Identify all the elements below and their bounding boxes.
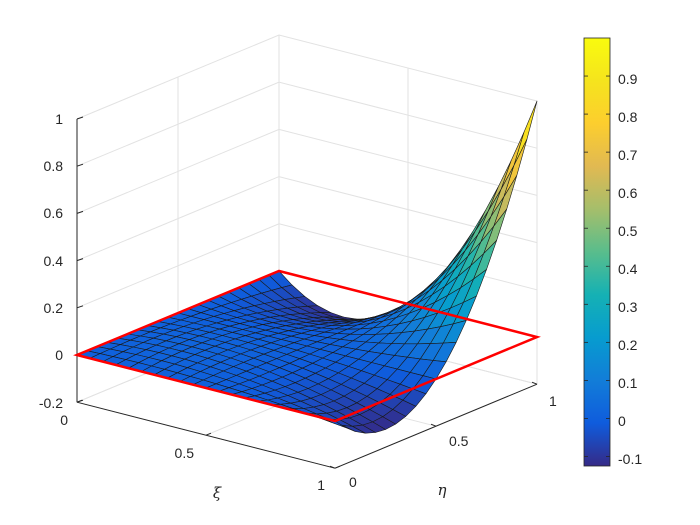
z-tick-mark — [76, 258, 84, 262]
y-tick-mark — [531, 381, 538, 385]
colorbar-tick-label: 0.7 — [618, 147, 638, 163]
y-tick-mark — [430, 423, 437, 427]
z-tick-label: 0 — [55, 347, 63, 363]
surface-axes: -0.2 0 0.2 0.4 0.6 0.8 1 0 0.5 1 0 0.5 1… — [39, 34, 557, 502]
y-tick-label: 0 — [349, 474, 357, 490]
colorbar-tick-label: 0.1 — [618, 375, 638, 391]
x-tick-mark — [76, 399, 83, 403]
z-tick-label: 0.6 — [44, 205, 64, 221]
colorbar-tick-label: 0 — [618, 413, 626, 429]
y-axis-tick-labels: 0 0.5 1 — [349, 393, 557, 490]
x-tick-mark — [334, 465, 341, 469]
colorbar-tick-label: 0.5 — [618, 223, 638, 239]
x-tick-label: 0.5 — [175, 445, 195, 461]
y-tick-label: 0.5 — [449, 433, 469, 449]
x-tick-label: 1 — [317, 477, 325, 493]
x-tick-mark — [205, 432, 212, 436]
y-tick-label: 1 — [549, 393, 557, 409]
z-tick-label: 0.8 — [44, 158, 64, 174]
z-tick-mark — [76, 210, 84, 214]
x-axis-tick-labels: 0 0.5 1 — [60, 412, 325, 493]
z-tick-mark — [76, 163, 84, 167]
x-tick-label: 0 — [60, 412, 68, 428]
colorbar-tick-label: 0.3 — [618, 299, 638, 315]
y-tick-mark — [329, 465, 336, 469]
colorbar-tick-label: 0.8 — [618, 109, 638, 125]
colorbar: -0.1 0 0.1 0.2 0.3 0.4 0.5 0.6 0.7 0.8 0… — [583, 37, 642, 467]
colorbar-tick-marks — [584, 75, 610, 457]
colorbar-tick-label: 0.6 — [618, 185, 638, 201]
y-axis-label: η — [438, 481, 447, 499]
colorbar-tick-label: -0.1 — [618, 451, 642, 467]
colorbar-tick-label: 0.9 — [618, 71, 638, 87]
colorbar-tick-label: 0.4 — [618, 261, 638, 277]
z-axis-tick-labels: -0.2 0 0.2 0.4 0.6 0.8 1 — [39, 111, 63, 411]
z-tick-mark — [76, 116, 84, 120]
surface-plot — [76, 100, 538, 434]
z-tick-label: 1 — [55, 111, 63, 127]
x-axis-label: ξ — [213, 484, 222, 502]
reference-square — [73, 269, 541, 423]
z-tick-label: 0.4 — [44, 253, 64, 269]
colorbar-tick-labels: -0.1 0 0.1 0.2 0.3 0.4 0.5 0.6 0.7 0.8 0… — [618, 71, 642, 467]
z-tick-label: 0.2 — [44, 300, 64, 316]
z-tick-label: -0.2 — [39, 395, 63, 411]
colorbar-tick-label: 0.2 — [618, 337, 638, 353]
colorbar-gradient — [583, 37, 611, 467]
reference-square-outline — [73, 269, 541, 423]
z-tick-mark — [76, 305, 84, 309]
